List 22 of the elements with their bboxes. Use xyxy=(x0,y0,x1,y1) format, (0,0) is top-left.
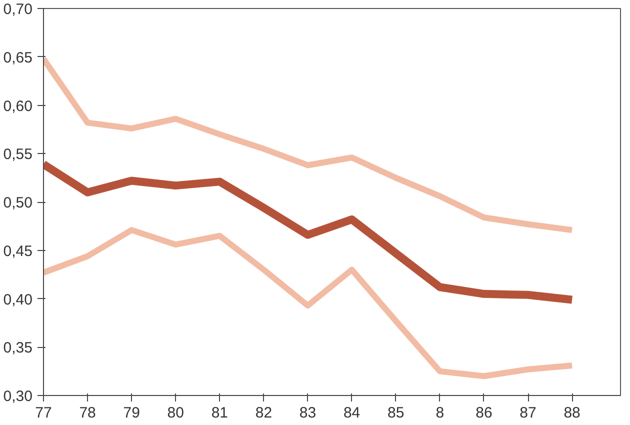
x-tick-label: 85 xyxy=(388,404,404,422)
x-tick-label: 84 xyxy=(343,404,360,422)
y-tick-label: 0,70 xyxy=(3,1,33,18)
y-tick-label: 0,65 xyxy=(3,49,33,66)
x-tick-label: 78 xyxy=(79,404,96,422)
x-tick-label: 81 xyxy=(211,404,228,422)
y-tick-label: 0,45 xyxy=(3,242,33,260)
x-tick-label: 8 xyxy=(436,404,444,422)
y-tick-label: 0,55 xyxy=(3,146,33,164)
x-tick-label: 79 xyxy=(123,404,140,422)
x-tick-label: 88 xyxy=(564,404,580,422)
x-tick-label: 80 xyxy=(167,404,184,422)
y-tick-label: 0,35 xyxy=(3,340,33,357)
x-tick-label: 86 xyxy=(476,404,492,422)
x-tick-label: 87 xyxy=(520,404,536,422)
y-tick-label: 0,40 xyxy=(3,291,33,308)
y-tick-label: 0,30 xyxy=(3,388,33,405)
x-tick-label: 83 xyxy=(299,404,316,422)
x-tick-label: 82 xyxy=(255,404,272,422)
x-tick-label: 77 xyxy=(35,404,52,422)
y-tick-label: 0,60 xyxy=(3,98,33,115)
y-tick-label: 0,50 xyxy=(3,194,33,212)
